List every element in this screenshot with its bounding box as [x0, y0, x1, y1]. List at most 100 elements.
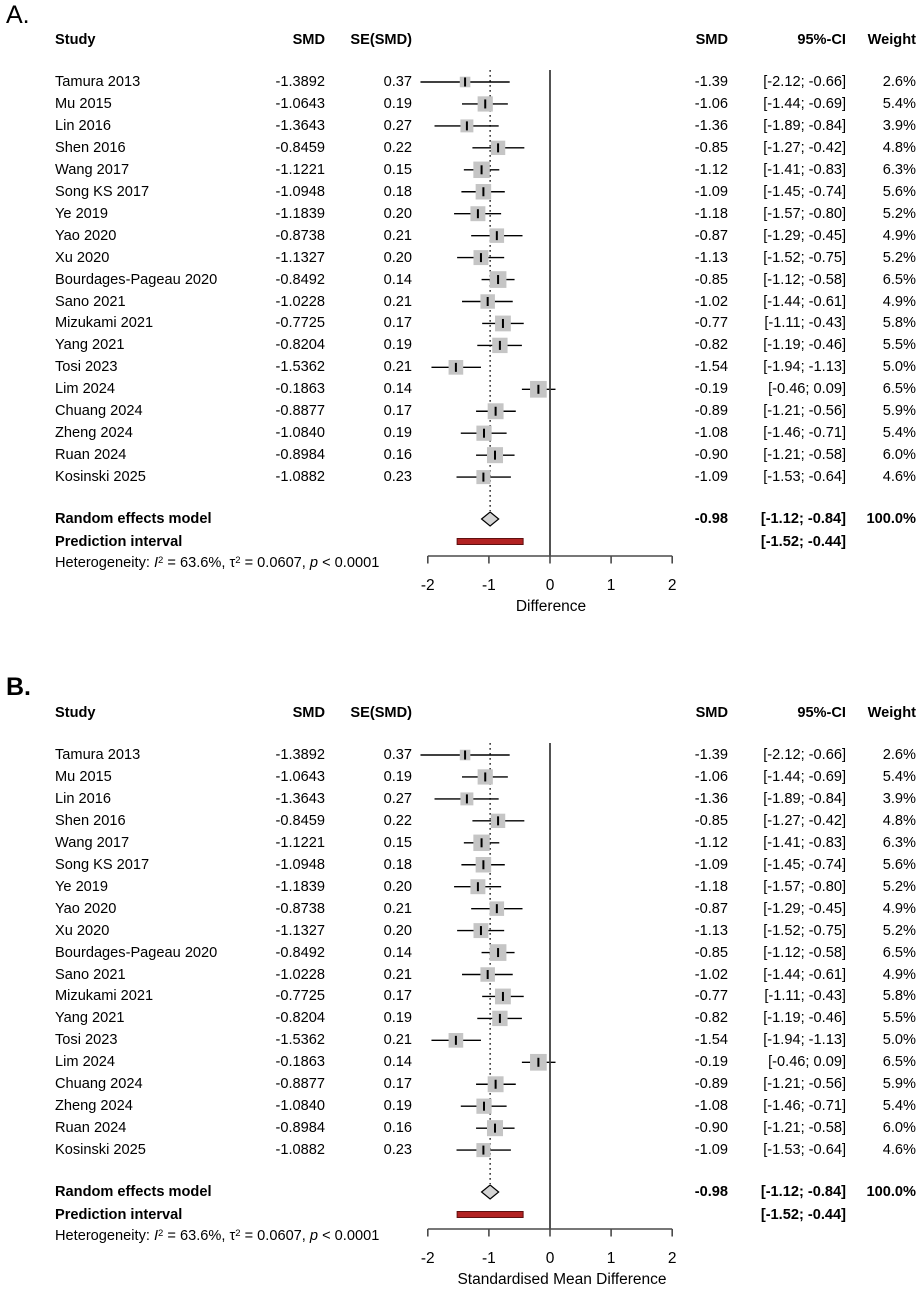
study-ci: [-1.21; -0.58] [763, 1120, 846, 1137]
study-ci: [-1.46; -0.71] [763, 1098, 846, 1115]
study-se: 0.19 [383, 1098, 412, 1115]
forest-square [489, 271, 507, 288]
study-smd-raw: -1.0228 [275, 293, 326, 310]
study-ci: [-1.19; -0.46] [763, 1010, 846, 1027]
forest-square [487, 403, 504, 420]
study-smd-value: -0.87 [694, 900, 728, 917]
study-weight: 5.6% [882, 183, 916, 200]
study-se: 0.20 [383, 205, 412, 222]
study-se: 0.27 [383, 790, 412, 807]
study-se: 0.19 [383, 425, 412, 442]
study-se: 0.17 [383, 403, 412, 420]
study-se: 0.23 [383, 1142, 412, 1159]
study-smd-value: -1.06 [694, 768, 728, 785]
study-name: Ye 2019 [55, 878, 109, 895]
study-smd-raw: -1.3892 [275, 747, 326, 763]
study-smd-raw: -1.3643 [275, 790, 326, 807]
study-se: 0.17 [383, 315, 412, 332]
study-name: Ye 2019 [55, 205, 109, 222]
forest-square [495, 315, 511, 332]
study-name: Yang 2021 [55, 1010, 125, 1027]
study-smd-value: -1.12 [694, 834, 728, 851]
forest-square [475, 183, 492, 200]
study-name: Mizukami 2021 [55, 988, 154, 1005]
column-header-smd-right: SMD [695, 32, 728, 48]
axis-tick-label: -1 [481, 1250, 496, 1267]
forest-square [530, 380, 547, 398]
study-smd-value: -0.89 [694, 403, 728, 420]
study-ci: [-1.57; -0.80] [763, 205, 846, 222]
study-se: 0.20 [383, 878, 412, 895]
study-smd-value: -1.36 [694, 117, 728, 134]
study-ci: [-1.21; -0.56] [763, 403, 846, 420]
study-name: Chuang 2024 [55, 1076, 143, 1093]
study-ci: [-1.52; -0.75] [763, 249, 846, 266]
column-header-weight: Weight [867, 32, 916, 48]
forest-square [480, 967, 495, 982]
axis-tick-label: -2 [420, 1250, 435, 1267]
study-weight: 6.5% [882, 381, 916, 398]
study-smd-raw: -0.1863 [275, 381, 326, 398]
forest-square [473, 923, 489, 939]
axis-tick-label: -1 [481, 577, 496, 594]
study-smd-raw: -0.8204 [275, 337, 326, 354]
summary-ci: [-1.12; -0.84] [760, 1184, 846, 1200]
study-smd-value: -0.85 [694, 139, 728, 156]
forest-square [470, 206, 486, 222]
forest-square [473, 250, 489, 266]
column-header-study: Study [55, 705, 96, 721]
study-weight: 5.4% [882, 425, 916, 442]
study-smd-raw: -1.1839 [275, 205, 326, 222]
study-name: Lin 2016 [55, 117, 111, 134]
study-smd-value: -0.85 [694, 271, 728, 288]
axis-tick-label: 0 [545, 577, 555, 594]
forest-square [477, 769, 493, 785]
study-ci: [-1.27; -0.42] [763, 139, 846, 156]
heterogeneity-text: Heterogeneity: I2 = 63.6%, τ2 = 0.0607, … [55, 555, 380, 571]
study-ci: [-1.12; -0.58] [763, 271, 846, 288]
study-smd-value: -1.02 [694, 293, 728, 310]
study-se: 0.20 [383, 922, 412, 939]
study-smd-value: -0.82 [694, 1010, 728, 1027]
study-smd-raw: -0.8984 [275, 447, 326, 464]
study-ci: [-1.44; -0.61] [763, 293, 846, 310]
study-name: Lim 2024 [55, 1054, 116, 1071]
study-ci: [-0.46; 0.09] [768, 381, 846, 398]
forest-square [475, 856, 492, 873]
study-se: 0.15 [383, 834, 412, 851]
axis-title: Standardised Mean Difference [457, 1271, 667, 1288]
study-ci: [-1.53; -0.64] [763, 1142, 846, 1159]
study-smd-raw: -1.3892 [275, 74, 326, 90]
study-ci: [-1.29; -0.45] [763, 227, 846, 244]
study-weight: 2.6% [882, 747, 916, 763]
study-smd-value: -1.09 [694, 1142, 728, 1159]
study-smd-value: -1.36 [694, 790, 728, 807]
forest-square [489, 228, 505, 243]
study-weight: 5.2% [882, 249, 916, 266]
study-smd-value: -0.85 [694, 812, 728, 829]
study-weight: 4.9% [882, 900, 916, 917]
study-name: Ruan 2024 [55, 1120, 127, 1137]
study-se: 0.19 [383, 768, 412, 785]
study-ci: [-2.12; -0.66] [763, 747, 846, 763]
forest-square [459, 76, 471, 88]
study-smd-raw: -1.0948 [275, 183, 326, 200]
study-name: Chuang 2024 [55, 403, 143, 420]
study-smd-value: -1.08 [694, 425, 728, 442]
study-smd-value: -1.09 [694, 183, 728, 200]
study-smd-value: -1.08 [694, 1098, 728, 1115]
study-smd-value: -1.39 [694, 747, 728, 763]
study-smd-value: -1.12 [694, 161, 728, 178]
study-name: Shen 2016 [55, 139, 126, 156]
study-se: 0.19 [383, 337, 412, 354]
axis-tick-label: -2 [420, 577, 435, 594]
study-name: Zheng 2024 [55, 425, 133, 442]
study-weight: 6.5% [882, 1054, 916, 1071]
study-se: 0.21 [383, 1032, 412, 1049]
study-ci: [-1.41; -0.83] [763, 834, 846, 851]
study-se: 0.21 [383, 359, 412, 376]
study-weight: 5.4% [882, 1098, 916, 1115]
study-smd-value: -1.02 [694, 966, 728, 983]
study-ci: [-1.44; -0.69] [763, 95, 846, 112]
study-smd-raw: -1.0643 [275, 768, 326, 785]
